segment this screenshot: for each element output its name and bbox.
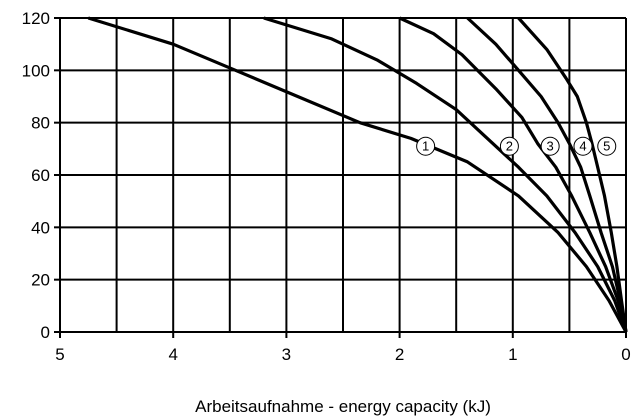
- curve-4: [466, 16, 628, 333]
- curve-3: [398, 16, 628, 333]
- y-tick-label: 120: [22, 9, 50, 28]
- grid: [59, 17, 627, 333]
- curve-marker-1: [416, 136, 436, 156]
- x-tick-label: 2: [395, 345, 404, 364]
- curve-marker-3: [540, 136, 560, 156]
- axes: [54, 17, 627, 338]
- y-tick-label: 0: [41, 323, 50, 342]
- curve-marker-4: [573, 136, 593, 156]
- curve-marker-label-5: 5: [603, 139, 610, 154]
- y-tick-label: 100: [22, 61, 50, 80]
- curve-marker-label-1: 1: [422, 139, 429, 154]
- curve-marker-2: [499, 136, 519, 156]
- x-tick-label: 4: [168, 345, 177, 364]
- x-tick-label: 1: [508, 345, 517, 364]
- x-tick-label: 0: [621, 345, 630, 364]
- y-tick-label: 80: [31, 114, 50, 133]
- curve-marker-label-2: 2: [506, 139, 513, 154]
- y-tick-label: 20: [31, 271, 50, 290]
- curve-2: [263, 16, 628, 333]
- x-tick-label: 3: [282, 345, 291, 364]
- curve-5: [517, 16, 628, 333]
- curve-1: [87, 16, 628, 333]
- curve-marker-label-4: 4: [579, 139, 586, 154]
- curve-markers: 1 2 3 4 5: [416, 136, 617, 156]
- curve-marker-label-3: 3: [547, 139, 554, 154]
- curves: [87, 16, 628, 333]
- curve-marker-5: [597, 136, 617, 156]
- x-tick-label: 5: [55, 345, 64, 364]
- y-tick-label: 40: [31, 218, 50, 237]
- x-axis-title: Arbeitsaufnahme - energy capacity (kJ): [195, 397, 491, 416]
- y-tick-label: 60: [31, 166, 50, 185]
